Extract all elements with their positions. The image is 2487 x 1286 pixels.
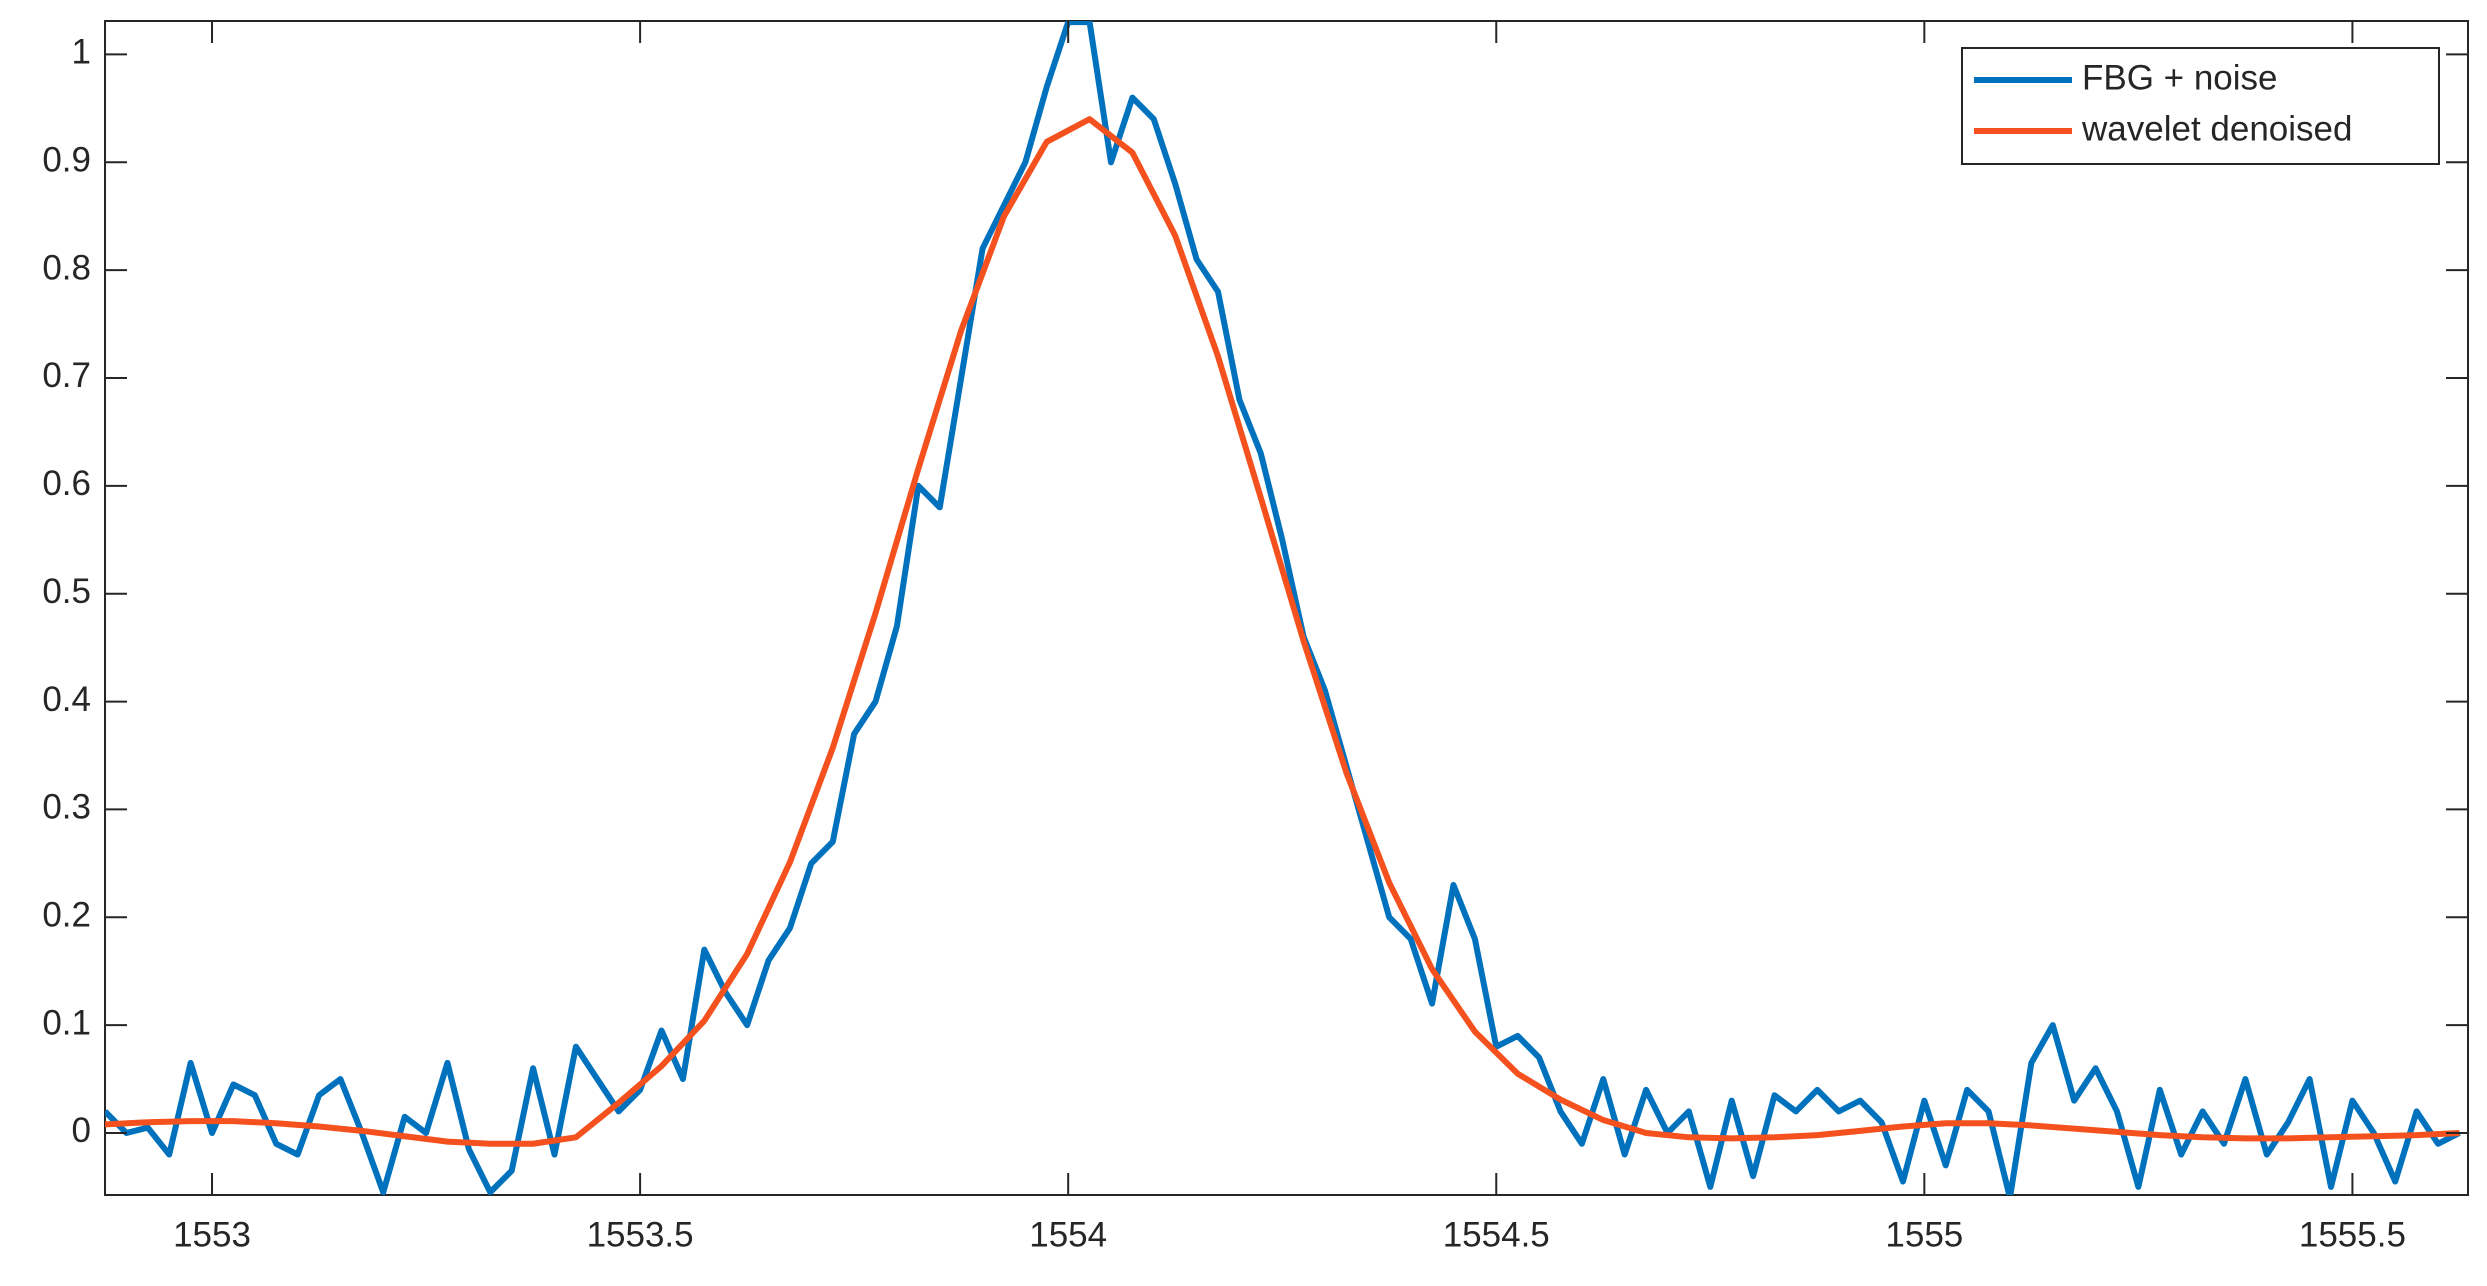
- series-line: [105, 116, 2460, 1147]
- plot-area: [104, 20, 2469, 1196]
- legend: FBG + noise wavelet denoised: [1961, 47, 2440, 165]
- y-tick-label: 0.3: [42, 788, 91, 827]
- y-tick-label: 0.9: [42, 141, 91, 180]
- y-tick-label: 0.2: [42, 896, 91, 935]
- y-tick-label: 0.6: [42, 464, 91, 503]
- x-tick-label: 1554: [1029, 1215, 1107, 1254]
- legend-box: [1961, 47, 2440, 165]
- plot-lines: [105, 21, 2461, 1195]
- y-tick-label: 0.5: [42, 572, 91, 611]
- y-tick-label: 0.1: [42, 1003, 91, 1042]
- y-tick-label: 0.7: [42, 356, 91, 395]
- y-tick-label: 0.4: [42, 680, 91, 719]
- x-tick-label: 1554.5: [1443, 1215, 1550, 1254]
- y-tick-label: 1: [72, 33, 91, 72]
- x-tick-label: 1555.5: [2299, 1215, 2406, 1254]
- x-tick-label: 1553: [173, 1215, 251, 1254]
- y-tick-label: 0: [72, 1111, 91, 1150]
- series-line: [105, 21, 2461, 1195]
- x-tick-label: 1553.5: [587, 1215, 694, 1254]
- legend-label: FBG + noise: [2082, 58, 2278, 97]
- y-tick-label: 0.8: [42, 248, 91, 287]
- legend-label: wavelet denoised: [2081, 109, 2352, 148]
- x-tick-label: 1555: [1885, 1215, 1963, 1254]
